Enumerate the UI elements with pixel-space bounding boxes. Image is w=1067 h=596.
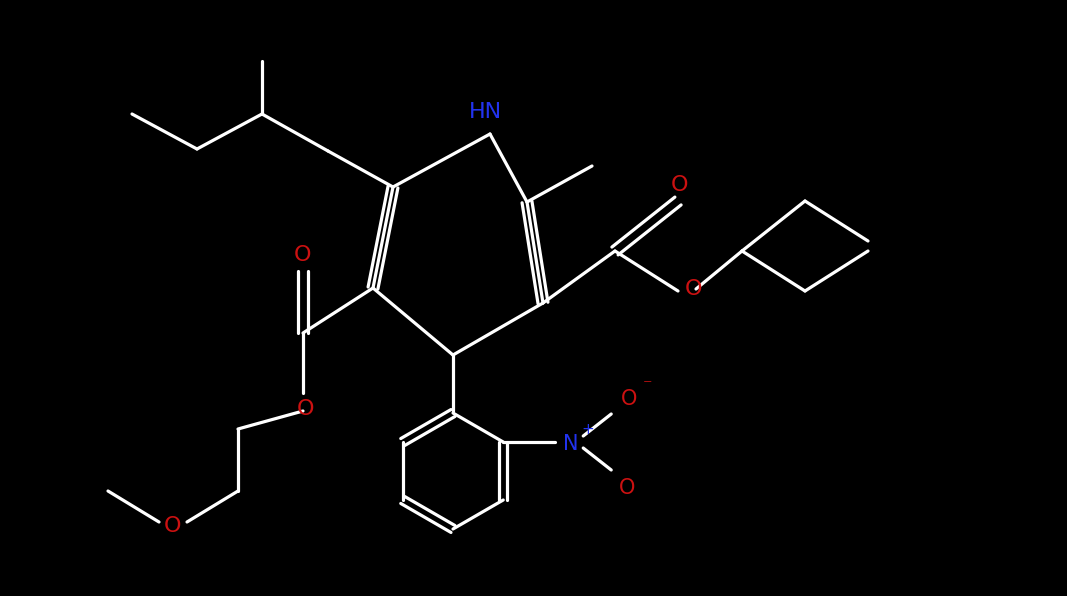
Text: +: + — [582, 423, 594, 437]
Text: O: O — [164, 516, 181, 536]
Text: ⁻: ⁻ — [642, 377, 652, 395]
Text: O: O — [298, 399, 315, 419]
Text: HN: HN — [468, 102, 501, 122]
Text: N: N — [563, 434, 579, 454]
Text: O: O — [685, 279, 703, 299]
Text: O: O — [671, 175, 689, 195]
Text: O: O — [619, 478, 636, 498]
Text: O: O — [294, 245, 312, 265]
Text: O: O — [621, 389, 637, 409]
